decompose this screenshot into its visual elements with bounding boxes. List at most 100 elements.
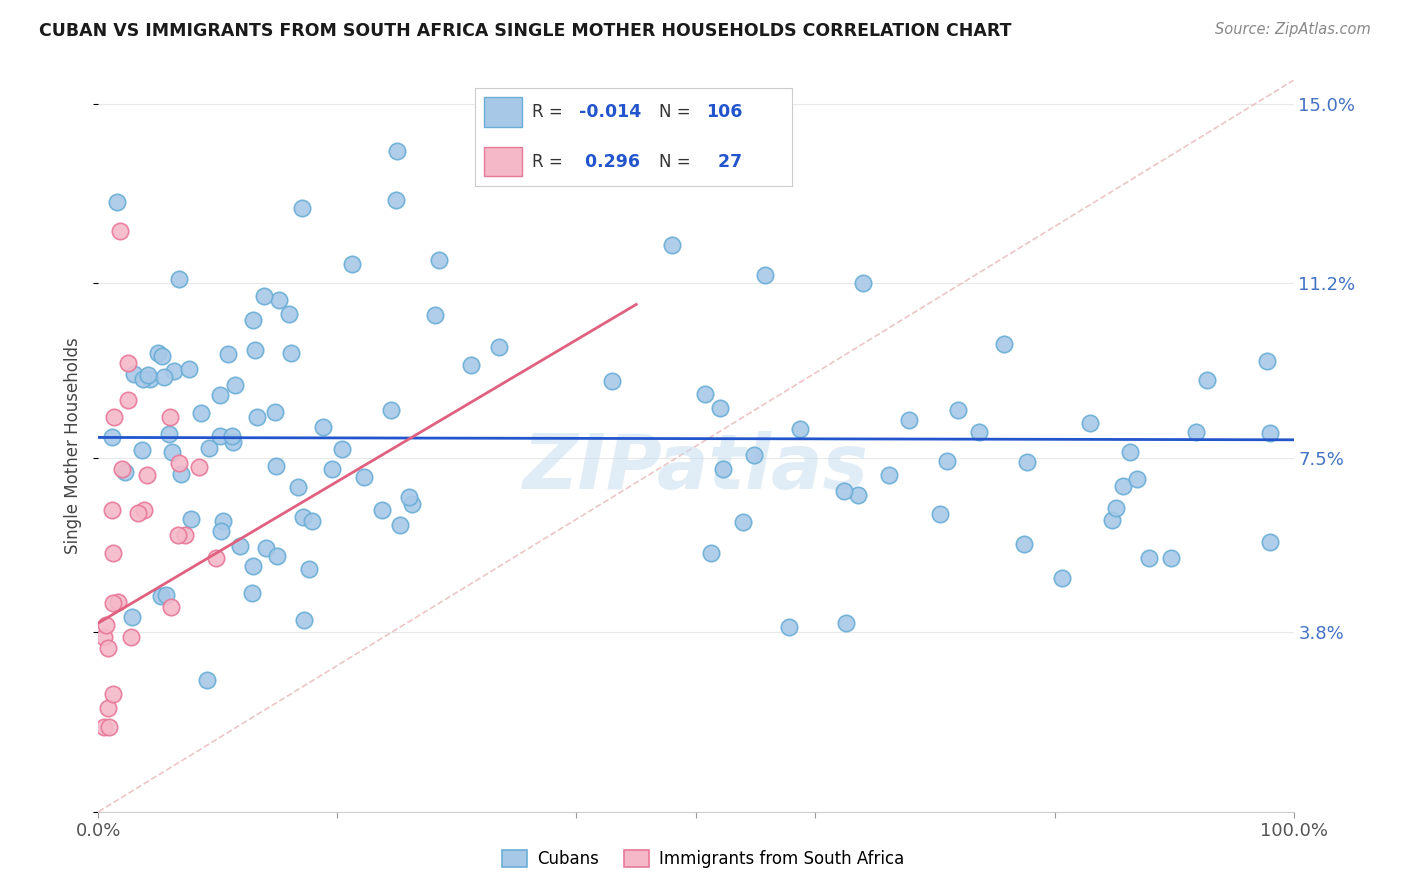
Point: [136, 368, 159, 382]
Point: [713, 461, 735, 475]
Point: [101, 430, 124, 444]
Point: [139, 372, 162, 386]
Point: [246, 409, 269, 424]
Point: [1119, 444, 1142, 458]
Point: [266, 549, 288, 564]
Text: ZIPatlas: ZIPatlas: [523, 431, 869, 505]
Point: [488, 340, 510, 354]
Point: [132, 502, 155, 516]
Point: [127, 506, 149, 520]
Point: [160, 599, 183, 614]
Point: [160, 444, 183, 458]
Point: [209, 524, 232, 539]
Point: [385, 144, 409, 158]
Point: [105, 194, 128, 209]
Point: [229, 540, 252, 554]
Point: [103, 409, 125, 424]
Point: [122, 368, 145, 382]
Point: [155, 588, 177, 602]
Point: [159, 409, 181, 424]
Point: [969, 425, 991, 440]
Point: [371, 503, 394, 517]
Point: [1258, 535, 1281, 549]
Point: [108, 224, 131, 238]
Point: [1258, 426, 1281, 441]
Y-axis label: Single Mother Households: Single Mother Households: [65, 338, 83, 554]
Point: [101, 687, 124, 701]
Point: [177, 362, 200, 376]
Point: [384, 193, 406, 207]
Point: [100, 503, 122, 517]
Point: [731, 516, 754, 530]
Point: [240, 586, 263, 600]
Point: [754, 268, 776, 283]
Point: [897, 413, 920, 427]
Point: [253, 289, 276, 303]
Point: [167, 456, 190, 470]
Point: [935, 453, 957, 467]
Point: [1256, 354, 1278, 368]
Point: [297, 562, 319, 576]
Point: [1105, 500, 1128, 515]
Point: [834, 616, 856, 631]
Point: [929, 507, 952, 521]
Point: [264, 405, 287, 419]
Point: [94, 617, 117, 632]
Point: [425, 308, 447, 322]
Point: [789, 422, 811, 436]
Point: [287, 480, 309, 494]
Point: [101, 546, 124, 560]
Point: [117, 356, 139, 370]
Point: [277, 307, 299, 321]
Point: [1137, 551, 1160, 566]
Point: [1112, 478, 1135, 492]
Point: [97, 640, 120, 655]
Point: [157, 426, 180, 441]
Point: [846, 488, 869, 502]
Point: [132, 371, 155, 385]
Point: [709, 401, 731, 416]
Point: [1197, 373, 1219, 387]
Point: [198, 442, 221, 456]
Point: [1126, 472, 1149, 486]
Point: [332, 442, 354, 456]
Legend: Cubans, Immigrants from South Africa: Cubans, Immigrants from South Africa: [495, 843, 911, 875]
Point: [208, 388, 231, 402]
Point: [212, 514, 235, 528]
Point: [269, 293, 291, 307]
Point: [180, 512, 202, 526]
Point: [117, 393, 139, 408]
Point: [93, 720, 115, 734]
Point: [221, 429, 243, 443]
Point: [150, 349, 173, 363]
Point: [311, 420, 333, 434]
Point: [600, 374, 623, 388]
Point: [1017, 454, 1039, 468]
Point: [993, 337, 1015, 351]
Point: [188, 460, 211, 475]
Point: [1160, 551, 1182, 566]
Point: [217, 347, 239, 361]
Text: Source: ZipAtlas.com: Source: ZipAtlas.com: [1215, 22, 1371, 37]
Point: [195, 673, 218, 687]
Point: [153, 370, 176, 384]
Point: [353, 470, 375, 484]
Point: [292, 613, 315, 627]
Point: [242, 558, 264, 573]
Point: [169, 272, 191, 286]
Point: [700, 545, 723, 559]
Point: [93, 631, 115, 645]
Point: [148, 346, 170, 360]
Point: [136, 467, 159, 482]
Point: [389, 518, 412, 533]
Point: [460, 358, 482, 372]
Point: [877, 467, 900, 482]
Point: [167, 527, 190, 541]
Point: [204, 550, 226, 565]
Point: [98, 720, 121, 734]
Point: [1080, 417, 1102, 431]
Point: [163, 364, 186, 378]
Point: [114, 466, 136, 480]
Point: [948, 402, 970, 417]
Point: [170, 467, 193, 481]
